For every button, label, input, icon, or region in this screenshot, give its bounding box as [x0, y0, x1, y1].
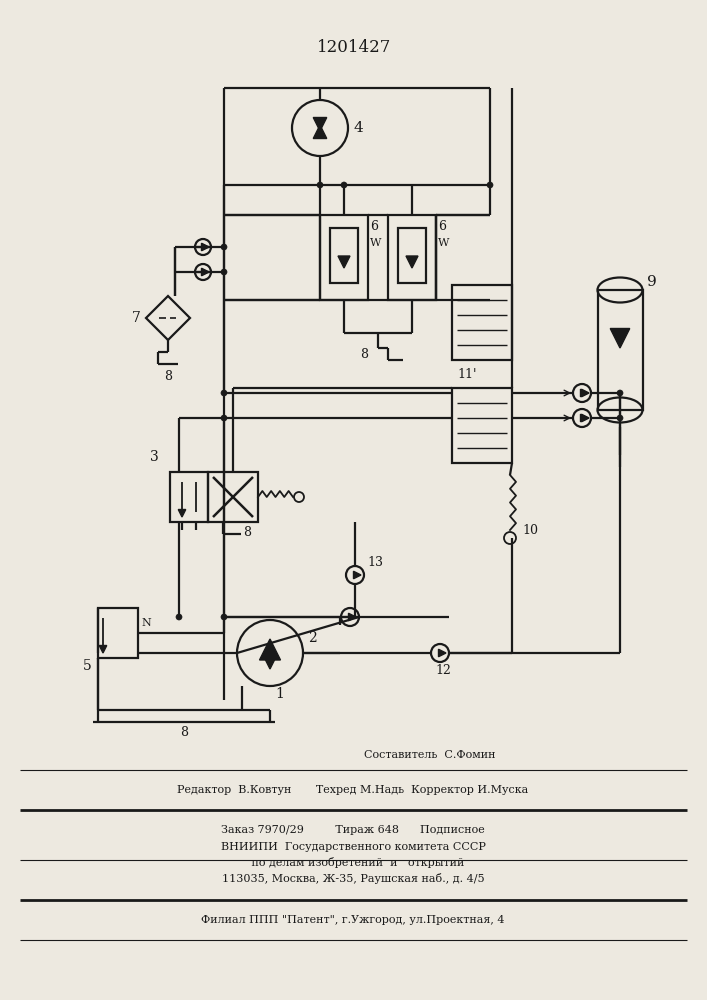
- Bar: [170, 472, 208, 522]
- Polygon shape: [610, 328, 630, 348]
- Polygon shape: [354, 571, 361, 579]
- Text: Заказ 7970/29         Тираж 648      Подписное: Заказ 7970/29 Тираж 648 Подписное: [221, 825, 485, 835]
- Bar: [598, 290, 643, 410]
- Polygon shape: [349, 613, 356, 621]
- Text: 6: 6: [370, 221, 378, 233]
- Text: 2: 2: [308, 631, 317, 645]
- Circle shape: [221, 269, 227, 275]
- Text: 8: 8: [164, 369, 172, 382]
- Bar: [330, 228, 358, 283]
- Circle shape: [617, 415, 623, 421]
- Text: 10: 10: [522, 524, 538, 536]
- Text: 1: 1: [275, 687, 284, 701]
- Polygon shape: [580, 389, 588, 397]
- Bar: [452, 388, 512, 463]
- Bar: [452, 285, 512, 360]
- Polygon shape: [581, 414, 589, 422]
- Text: 8: 8: [243, 526, 251, 538]
- Text: 113035, Москва, Ж-35, Раушская наб., д. 4/5: 113035, Москва, Ж-35, Раушская наб., д. …: [222, 872, 484, 884]
- Circle shape: [221, 390, 227, 396]
- Text: 5: 5: [83, 659, 92, 673]
- Text: Филиал ППП "Патент", г.Ужгород, ул.Проектная, 4: Филиал ППП "Патент", г.Ужгород, ул.Проек…: [201, 915, 505, 925]
- Circle shape: [487, 182, 493, 188]
- Circle shape: [221, 415, 227, 421]
- Bar: [398, 228, 426, 283]
- Text: по делам изобретений  и   открытий: по делам изобретений и открытий: [241, 856, 464, 867]
- Text: 9: 9: [647, 275, 657, 289]
- Polygon shape: [338, 256, 350, 268]
- Polygon shape: [438, 649, 446, 657]
- Bar: [388, 215, 436, 300]
- Polygon shape: [581, 389, 589, 397]
- Text: 13: 13: [367, 556, 383, 570]
- Circle shape: [317, 182, 323, 188]
- Circle shape: [221, 614, 227, 620]
- Text: 4: 4: [353, 121, 363, 135]
- Text: 11': 11': [457, 368, 477, 381]
- Circle shape: [341, 182, 347, 188]
- Polygon shape: [259, 639, 281, 660]
- Circle shape: [176, 614, 182, 620]
- Polygon shape: [99, 646, 107, 653]
- Polygon shape: [201, 243, 209, 251]
- Text: 3: 3: [150, 450, 159, 464]
- Polygon shape: [313, 125, 327, 138]
- Text: 1201427: 1201427: [317, 38, 391, 55]
- Polygon shape: [406, 256, 418, 268]
- Text: N: N: [141, 618, 151, 628]
- Text: ВНИИПИ  Государственного комитета СССР: ВНИИПИ Государственного комитета СССР: [221, 842, 486, 852]
- Circle shape: [617, 390, 623, 396]
- Text: 8: 8: [360, 348, 368, 360]
- Polygon shape: [313, 117, 327, 131]
- Text: 12: 12: [435, 664, 451, 678]
- Text: 6: 6: [438, 221, 446, 233]
- Polygon shape: [201, 268, 209, 276]
- Circle shape: [221, 244, 227, 250]
- Polygon shape: [202, 244, 208, 250]
- Text: 7: 7: [132, 311, 141, 325]
- Text: 8: 8: [180, 726, 188, 738]
- Polygon shape: [264, 657, 276, 669]
- Polygon shape: [580, 414, 588, 422]
- Bar: [208, 472, 258, 522]
- Text: W: W: [370, 238, 381, 248]
- Bar: [98, 608, 138, 658]
- Polygon shape: [202, 269, 208, 275]
- Text: Составитель  С.Фомин: Составитель С.Фомин: [364, 750, 496, 760]
- Bar: [320, 215, 368, 300]
- Polygon shape: [178, 510, 186, 517]
- Text: Редактор  В.Ковтун       Техред М.Надь  Корректор И.Муска: Редактор В.Ковтун Техред М.Надь Корректо…: [177, 785, 529, 795]
- Text: W: W: [438, 238, 450, 248]
